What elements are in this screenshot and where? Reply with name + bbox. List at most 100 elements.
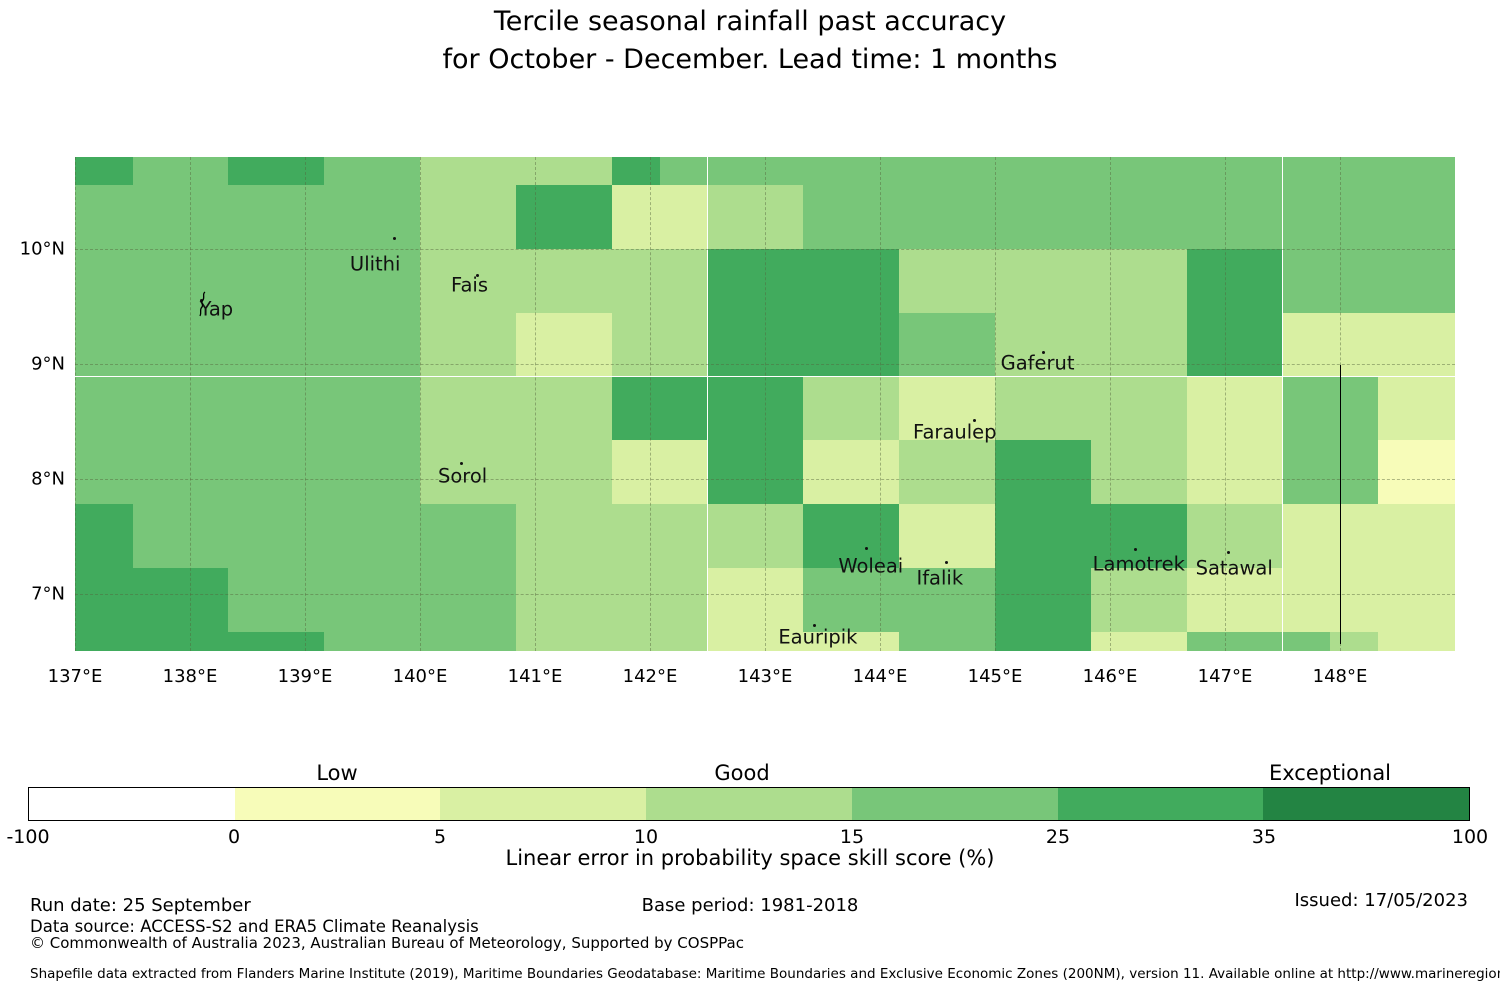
colorbar-tick-label: 100 [1451, 826, 1489, 848]
island-marker-dot [476, 273, 479, 277]
island-label: Sorol [437, 464, 488, 488]
map-cell [995, 504, 1091, 568]
map-cell [1282, 248, 1379, 313]
colorbar-category-label: Exceptional [1268, 761, 1392, 785]
map-cell [707, 631, 804, 651]
meridian-gridline [1225, 157, 1226, 651]
map-cell [1090, 568, 1187, 632]
colorbar-tick-label: 35 [1251, 826, 1277, 848]
colorbar-segment [440, 788, 647, 820]
map-cell [611, 504, 708, 568]
map-cell [1378, 568, 1455, 632]
map-cell [1282, 312, 1379, 377]
x-axis-tick-label: 144°E [852, 666, 908, 687]
map-cell [1186, 504, 1283, 568]
meridian-gridline [765, 157, 766, 651]
map-cell [1186, 376, 1283, 441]
map-cell [1378, 504, 1455, 568]
x-axis-tick-label: 146°E [1082, 666, 1138, 687]
parallel-gridline [75, 363, 1455, 365]
colorbar-category-label: Good [714, 761, 770, 785]
map-cell [515, 568, 612, 632]
map-cell [324, 312, 420, 377]
map-cell [420, 157, 516, 186]
map-cell [707, 376, 804, 441]
map-cell [611, 568, 708, 632]
map-cell [75, 440, 133, 505]
island-label: Eauripik [778, 625, 858, 649]
map-cell [803, 248, 900, 313]
x-axis-tick-label: 143°E [737, 666, 793, 687]
map-cell [803, 185, 900, 249]
map-cell [1186, 631, 1283, 651]
map-cell [1378, 157, 1455, 186]
map-cell [132, 248, 229, 313]
colorbar-segment [234, 788, 441, 820]
map-cell [420, 631, 516, 651]
map-cell [132, 312, 229, 377]
map-cell [611, 248, 708, 313]
map-cell [707, 248, 804, 313]
map-cell [1090, 248, 1187, 313]
parallel-gridline [75, 593, 1455, 595]
map-cell [515, 157, 612, 186]
map-cell [75, 504, 133, 568]
map-cell-override [611, 157, 660, 186]
map-cell [132, 376, 229, 441]
y-axis-tick-label: 10°N [19, 238, 65, 260]
issued-date-text: Issued: 17/05/2023 [1294, 890, 1468, 911]
colorbar-axis-label: Linear error in probability space skill … [505, 846, 995, 870]
colorbar-tick-label: 5 [433, 826, 447, 848]
island-label: Yap [199, 297, 234, 321]
map-cell [1282, 504, 1379, 568]
map-cell [995, 376, 1091, 441]
colorbar-segment [851, 788, 1058, 820]
map-cell [132, 568, 229, 632]
map-cell [75, 157, 133, 186]
map-cell [1186, 312, 1283, 377]
run-date-text: Run date: 25 September [30, 895, 251, 916]
map-cell [420, 376, 516, 441]
map-cell [75, 248, 133, 313]
meridian-gridline [75, 157, 76, 651]
map-cell [707, 312, 804, 377]
map-cell [803, 631, 900, 651]
map-cell [324, 440, 420, 505]
x-axis-tick-label: 138°E [162, 666, 218, 687]
map-cell [324, 185, 420, 249]
map-cell [995, 440, 1091, 505]
map-cell [132, 440, 229, 505]
x-axis-tick-label: 137°E [47, 666, 103, 687]
map-cell [899, 504, 995, 568]
map-cell [420, 504, 516, 568]
island-marker-dot [864, 547, 868, 551]
x-axis-tick-label: 142°E [622, 666, 678, 687]
meridian-gridline [305, 157, 306, 651]
island-marker-dot [972, 418, 976, 422]
island-marker-dot [1133, 548, 1137, 552]
colorbar-segment [646, 788, 852, 820]
parallel-gridline [75, 478, 1455, 480]
map-cell [420, 440, 516, 505]
x-axis-tick-label: 140°E [392, 666, 448, 687]
map-cell [228, 312, 325, 377]
x-axis-tick-label: 141°E [507, 666, 563, 687]
island-label: Ulithi [349, 252, 401, 276]
y-axis-tick-label: 7°N [31, 583, 65, 605]
map-cell [707, 568, 804, 632]
map-cell [1090, 312, 1187, 377]
map-cell [132, 631, 229, 651]
colorbar-tick-label: 15 [839, 826, 865, 848]
island-label: Woleai [838, 554, 904, 578]
map-cell [995, 157, 1091, 186]
map-cell [1186, 568, 1283, 632]
map-cell [803, 157, 900, 186]
map-cell [995, 568, 1091, 632]
map-cell [803, 312, 900, 377]
map-cell [75, 376, 133, 441]
map-cell [899, 631, 995, 651]
map-cell [228, 440, 325, 505]
map-cell [1282, 440, 1379, 505]
copyright-text: © Commonwealth of Australia 2023, Austra… [30, 934, 744, 952]
island-label: Gaferut [1000, 351, 1075, 375]
